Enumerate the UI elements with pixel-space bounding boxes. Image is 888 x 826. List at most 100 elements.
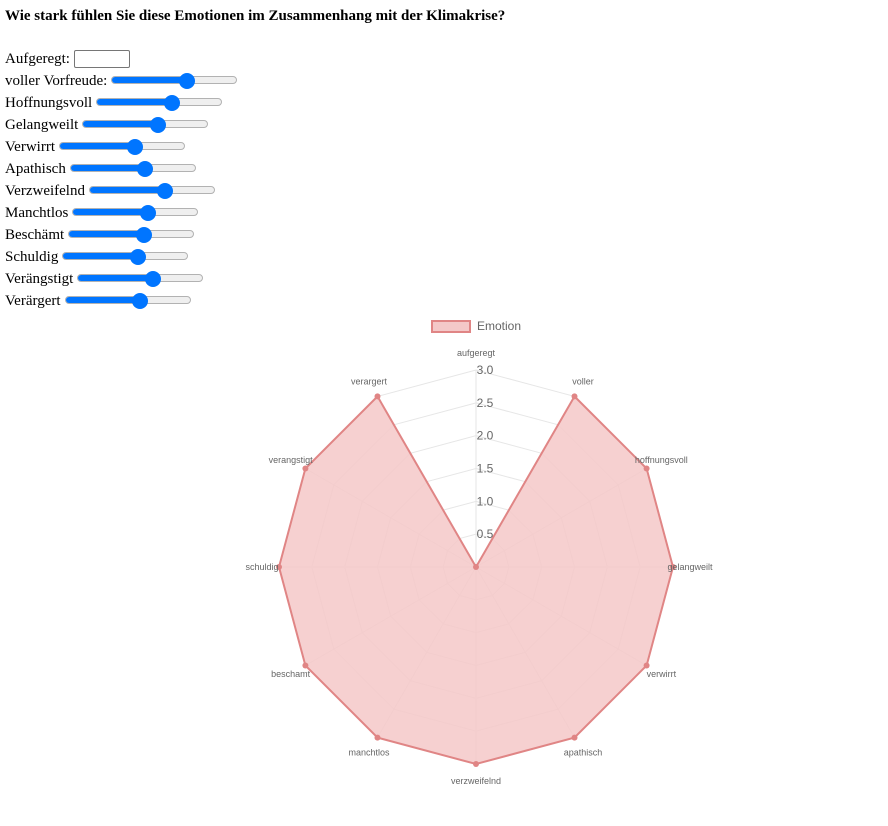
slider-row: Manchtlos [5,202,199,224]
data-point [571,393,578,400]
slider-label: voller Vorfreude: [5,72,108,89]
slider-thumb[interactable] [137,161,154,177]
slider-track [72,208,199,216]
tick-label: 2.0 [477,429,494,443]
slider-label: Beschämt [5,226,65,243]
slider-thumb[interactable] [144,271,161,287]
data-point [374,734,381,741]
category-label: manchtlos [348,747,390,757]
data-point [643,465,650,472]
slider-row: Verärgert [5,290,191,312]
slider-track [96,98,223,106]
slider-fill [70,165,146,171]
aufgeregt-label: Aufgeregt: [5,50,70,67]
data-point [473,564,479,570]
slider-row: Gelangweilt [5,114,209,136]
slider-label: Verwirrt [5,138,55,155]
slider-thumb[interactable] [135,227,152,243]
slider-thumb[interactable] [139,205,156,221]
category-label: apathisch [564,747,603,757]
slider-label: Apathisch [5,160,66,177]
emotion-slider[interactable] [69,158,196,180]
slider-track [62,252,189,260]
category-label: beschamt [271,669,311,679]
slider-label: Hoffnungsvoll [5,94,93,111]
tick-label: 1.5 [477,462,494,476]
slider-thumb[interactable] [156,183,173,199]
slider-label: Verzweifelnd [5,182,85,199]
data-point [643,662,650,669]
slider-row: Beschämt [5,224,195,246]
slider-thumb[interactable] [163,95,180,111]
slider-fill [69,231,144,237]
slider-thumb[interactable] [149,117,166,133]
emotion-slider[interactable] [82,114,209,136]
aufgeregt-row: Aufgeregt: [5,48,130,70]
tick-label: 2.5 [477,396,494,410]
slider-thumb[interactable] [126,139,143,155]
tick-label: 0.5 [477,527,494,541]
slider-fill [89,187,165,193]
data-point [473,761,479,767]
legend-swatch [431,320,471,333]
emotion-slider[interactable] [111,70,238,92]
slider-thumb[interactable] [178,73,195,89]
slider-track [82,120,209,128]
emotion-slider[interactable] [62,246,189,268]
slider-label: Manchtlos [5,204,69,221]
slider-track [111,76,238,84]
category-label: gelangweilt [667,562,713,572]
slider-row: Verzweifelnd [5,180,215,202]
emotion-slider[interactable] [77,268,204,290]
slider-row: Schuldig [5,246,189,268]
slider-label: Verängstigt [5,270,74,287]
category-label: voller [572,377,594,387]
emotion-slider[interactable] [58,136,185,158]
aufgeregt-input[interactable] [73,50,130,68]
slider-track [77,274,204,282]
data-point [571,734,578,741]
category-label: verargert [351,377,388,387]
slider-row: Apathisch [5,158,196,180]
slider-row: voller Vorfreude: [5,70,238,92]
slider-track [69,164,196,172]
emotion-slider[interactable] [72,202,199,224]
data-point [374,393,381,400]
slider-track [68,230,195,238]
slider-track [58,142,185,150]
category-label: hoffnungsvoll [635,455,688,465]
slider-fill [63,253,138,259]
radar-chart: 0.5 1.0 1.5 2.0 2.5 3.0 aufgeregt voller hoffnun… [245,319,713,786]
slider-track [88,186,215,194]
slider-thumb[interactable] [129,249,146,265]
emotion-slider[interactable] [64,290,191,312]
data-point [302,662,309,669]
tick-label: 1.0 [477,494,494,508]
tick-label: 3.0 [477,363,494,377]
slider-fill [59,143,135,149]
emotion-slider[interactable] [88,180,215,202]
category-label: schuldig [245,562,278,572]
slider-fill [78,275,153,281]
category-label: verwirrt [647,669,677,679]
slider-fill [83,121,158,127]
slider-label: Schuldig [5,248,59,265]
emotion-slider[interactable] [68,224,195,246]
slider-track [64,296,191,304]
slider-row: Verängstigt [5,268,204,290]
category-label: verzweifelnd [451,776,501,786]
emotion-slider[interactable] [96,92,223,114]
slider-fill [97,99,172,105]
slider-label: Verärgert [5,292,61,309]
slider-row: Hoffnungsvoll [5,92,223,114]
data-point [276,564,282,570]
slider-fill [112,77,187,83]
slider-fill [65,297,140,303]
category-label: verangstigt [269,455,314,465]
slider-thumb[interactable] [132,293,149,309]
category-label: aufgeregt [457,348,496,358]
slider-row: Verwirrt [5,136,185,158]
page-title: Wie stark fühlen Sie diese Emotionen im … [5,8,506,24]
data-point [670,564,676,570]
slider-label: Gelangweilt [5,116,79,133]
